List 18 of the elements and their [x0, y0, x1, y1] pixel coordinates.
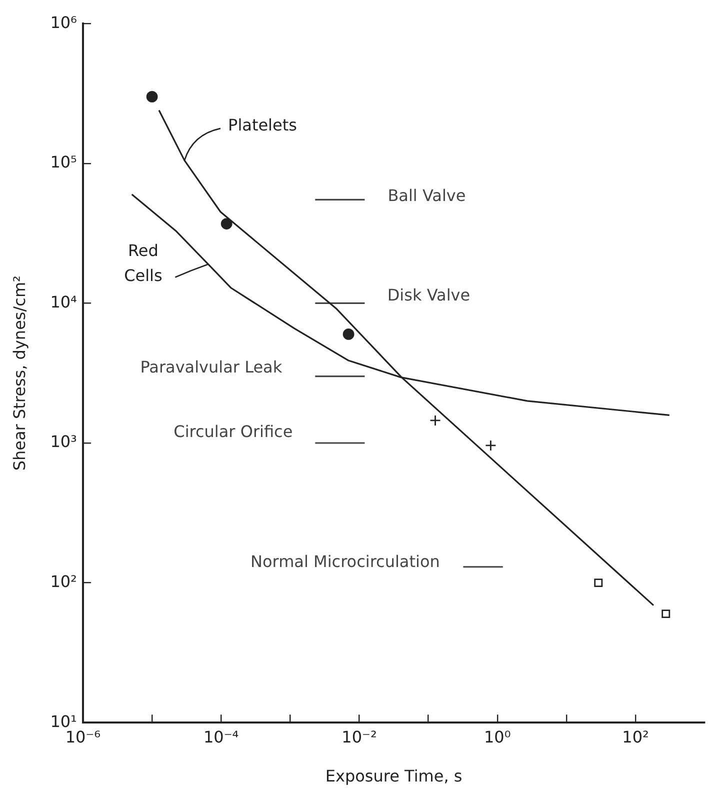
- x-tick-label: 10²: [622, 727, 649, 746]
- y-tick-label: 10⁶: [50, 12, 77, 32]
- series-label: Normal Microcirculation: [250, 552, 440, 572]
- y-tick-label: 10²: [50, 572, 77, 591]
- text: Paravalvular Leak: [140, 357, 283, 376]
- x-tick-label: 10⁻²: [342, 727, 377, 746]
- x-axis-title: Exposure Time, s: [325, 766, 462, 786]
- series-label: Ball Valve: [388, 186, 466, 205]
- series-label: Circular Orifice: [174, 422, 293, 442]
- series-label: Disk Valve: [387, 285, 470, 304]
- y-tick-label: 10³: [50, 432, 77, 452]
- annotation: Platelets: [228, 116, 297, 135]
- y-tick-label: 10⁴: [50, 292, 77, 312]
- x-tick-label: 10⁰: [484, 727, 511, 746]
- annotation: Red Cells: [124, 240, 162, 285]
- y-axis-title: Shear Stress, dynes/cm²: [10, 276, 29, 471]
- y-tick-label: 10⁵: [50, 152, 77, 172]
- x-tick-label: 10⁻⁴: [204, 727, 239, 746]
